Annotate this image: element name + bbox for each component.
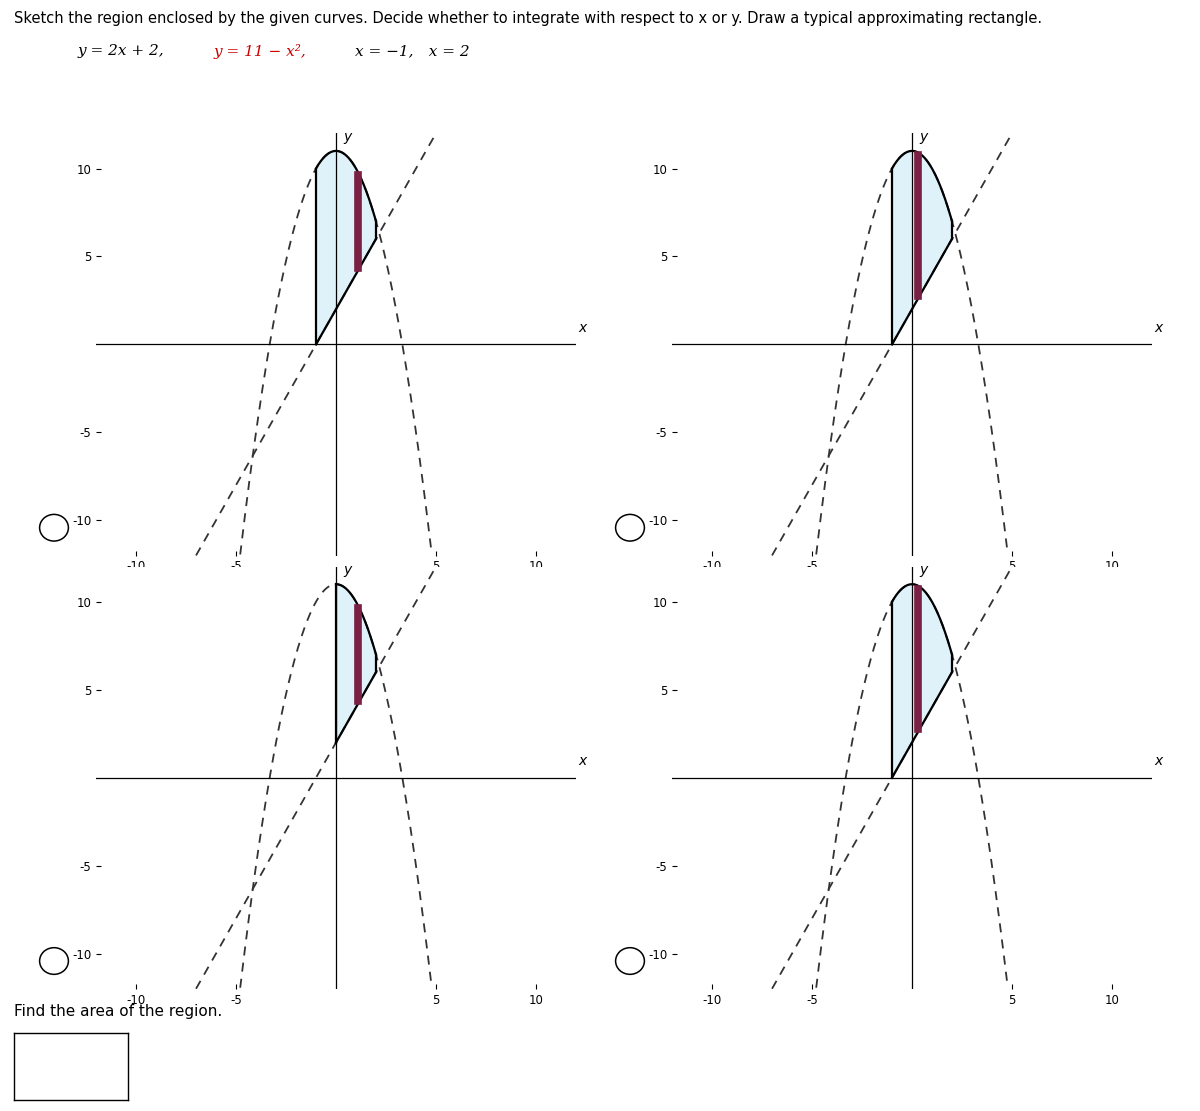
Text: x: x — [578, 754, 586, 768]
Text: y: y — [343, 130, 352, 143]
Bar — [355, 172, 360, 271]
Text: x: x — [1154, 321, 1162, 334]
Text: x: x — [578, 321, 586, 334]
Text: Sketch the region enclosed by the given curves. Decide whether to integrate with: Sketch the region enclosed by the given … — [14, 11, 1043, 27]
Bar — [916, 152, 920, 299]
Text: x = −1,  x = 2: x = −1, x = 2 — [355, 44, 470, 59]
Bar — [916, 585, 920, 732]
Text: y = 2x + 2,: y = 2x + 2, — [78, 44, 180, 59]
Text: y: y — [919, 130, 928, 143]
Text: Find the area of the region.: Find the area of the region. — [14, 1004, 223, 1020]
Text: y: y — [919, 563, 928, 577]
Text: x: x — [1154, 754, 1162, 768]
Text: y = 11 − x²,: y = 11 − x², — [214, 44, 322, 60]
Bar — [355, 605, 360, 704]
Text: y: y — [343, 563, 352, 577]
